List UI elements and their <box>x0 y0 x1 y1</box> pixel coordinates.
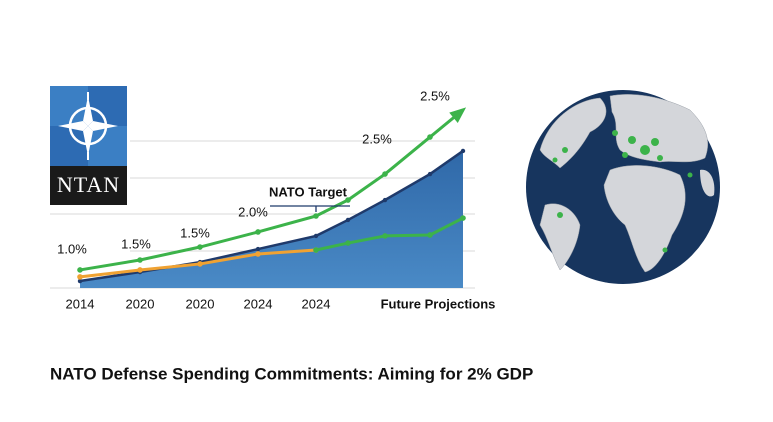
point <box>313 247 319 253</box>
x-tick-label: 2020 <box>126 296 155 311</box>
landmass <box>539 97 607 169</box>
arrow-head <box>449 107 467 123</box>
member <box>687 172 693 178</box>
member <box>628 136 636 144</box>
member <box>622 152 628 158</box>
x-tick-label: 2014 <box>66 296 95 311</box>
point <box>77 278 83 284</box>
point <box>382 171 388 177</box>
annotation: 1.0% <box>57 241 87 256</box>
member <box>562 147 568 153</box>
point <box>77 267 83 273</box>
point <box>460 148 466 154</box>
point <box>382 197 388 203</box>
point <box>345 240 351 246</box>
point <box>255 246 261 252</box>
point <box>255 251 261 257</box>
globe <box>526 90 720 284</box>
logo-star <box>88 121 118 131</box>
point <box>255 229 261 235</box>
point <box>313 213 319 219</box>
annotation: 2.5% <box>420 88 450 103</box>
point <box>137 267 143 273</box>
annotation: 1.5% <box>180 225 210 240</box>
point <box>345 217 351 223</box>
x-tick-label: 2024 <box>302 296 331 311</box>
landmass <box>603 165 686 273</box>
annotation: 1.5% <box>121 236 151 251</box>
logo-quadrant <box>88 126 127 166</box>
x-tick-label: 2020 <box>186 296 215 311</box>
target-label: NATO Target <box>269 184 348 199</box>
member <box>552 157 558 163</box>
logo-text: NTAN <box>57 172 120 197</box>
member <box>557 212 563 218</box>
point <box>197 261 203 267</box>
point <box>382 233 388 239</box>
logo-quadrant <box>50 86 88 126</box>
annotation: 2.0% <box>238 204 268 219</box>
member <box>657 155 663 161</box>
point <box>313 233 319 239</box>
logo-star <box>58 121 88 131</box>
member <box>662 247 668 253</box>
x-tick-label: Future Projections <box>381 296 496 311</box>
target-bracket <box>270 205 350 212</box>
logo: NTAN <box>50 86 127 205</box>
landmass <box>539 203 581 271</box>
point <box>77 274 83 280</box>
plot: 2014 2020 2020 2024 2024 Future Projections 1.… <box>57 88 495 311</box>
logo-bottom <box>50 166 127 205</box>
member <box>612 130 618 136</box>
member <box>640 145 650 155</box>
member <box>651 138 659 146</box>
annotation: 2.5% <box>362 131 392 146</box>
area <box>80 150 463 288</box>
point <box>427 134 433 140</box>
landmass <box>700 169 715 197</box>
x-tick-label: 2024 <box>244 296 273 311</box>
members <box>552 130 693 253</box>
logo-star <box>83 126 93 156</box>
logo-star <box>83 96 93 126</box>
point <box>345 197 351 203</box>
point <box>137 257 143 263</box>
landmass <box>609 94 708 163</box>
point <box>427 232 433 238</box>
point <box>197 244 203 250</box>
point <box>460 215 466 221</box>
chart-title: NATO Defense Spending Commitments: Aimin… <box>50 364 533 383</box>
point <box>427 171 433 177</box>
